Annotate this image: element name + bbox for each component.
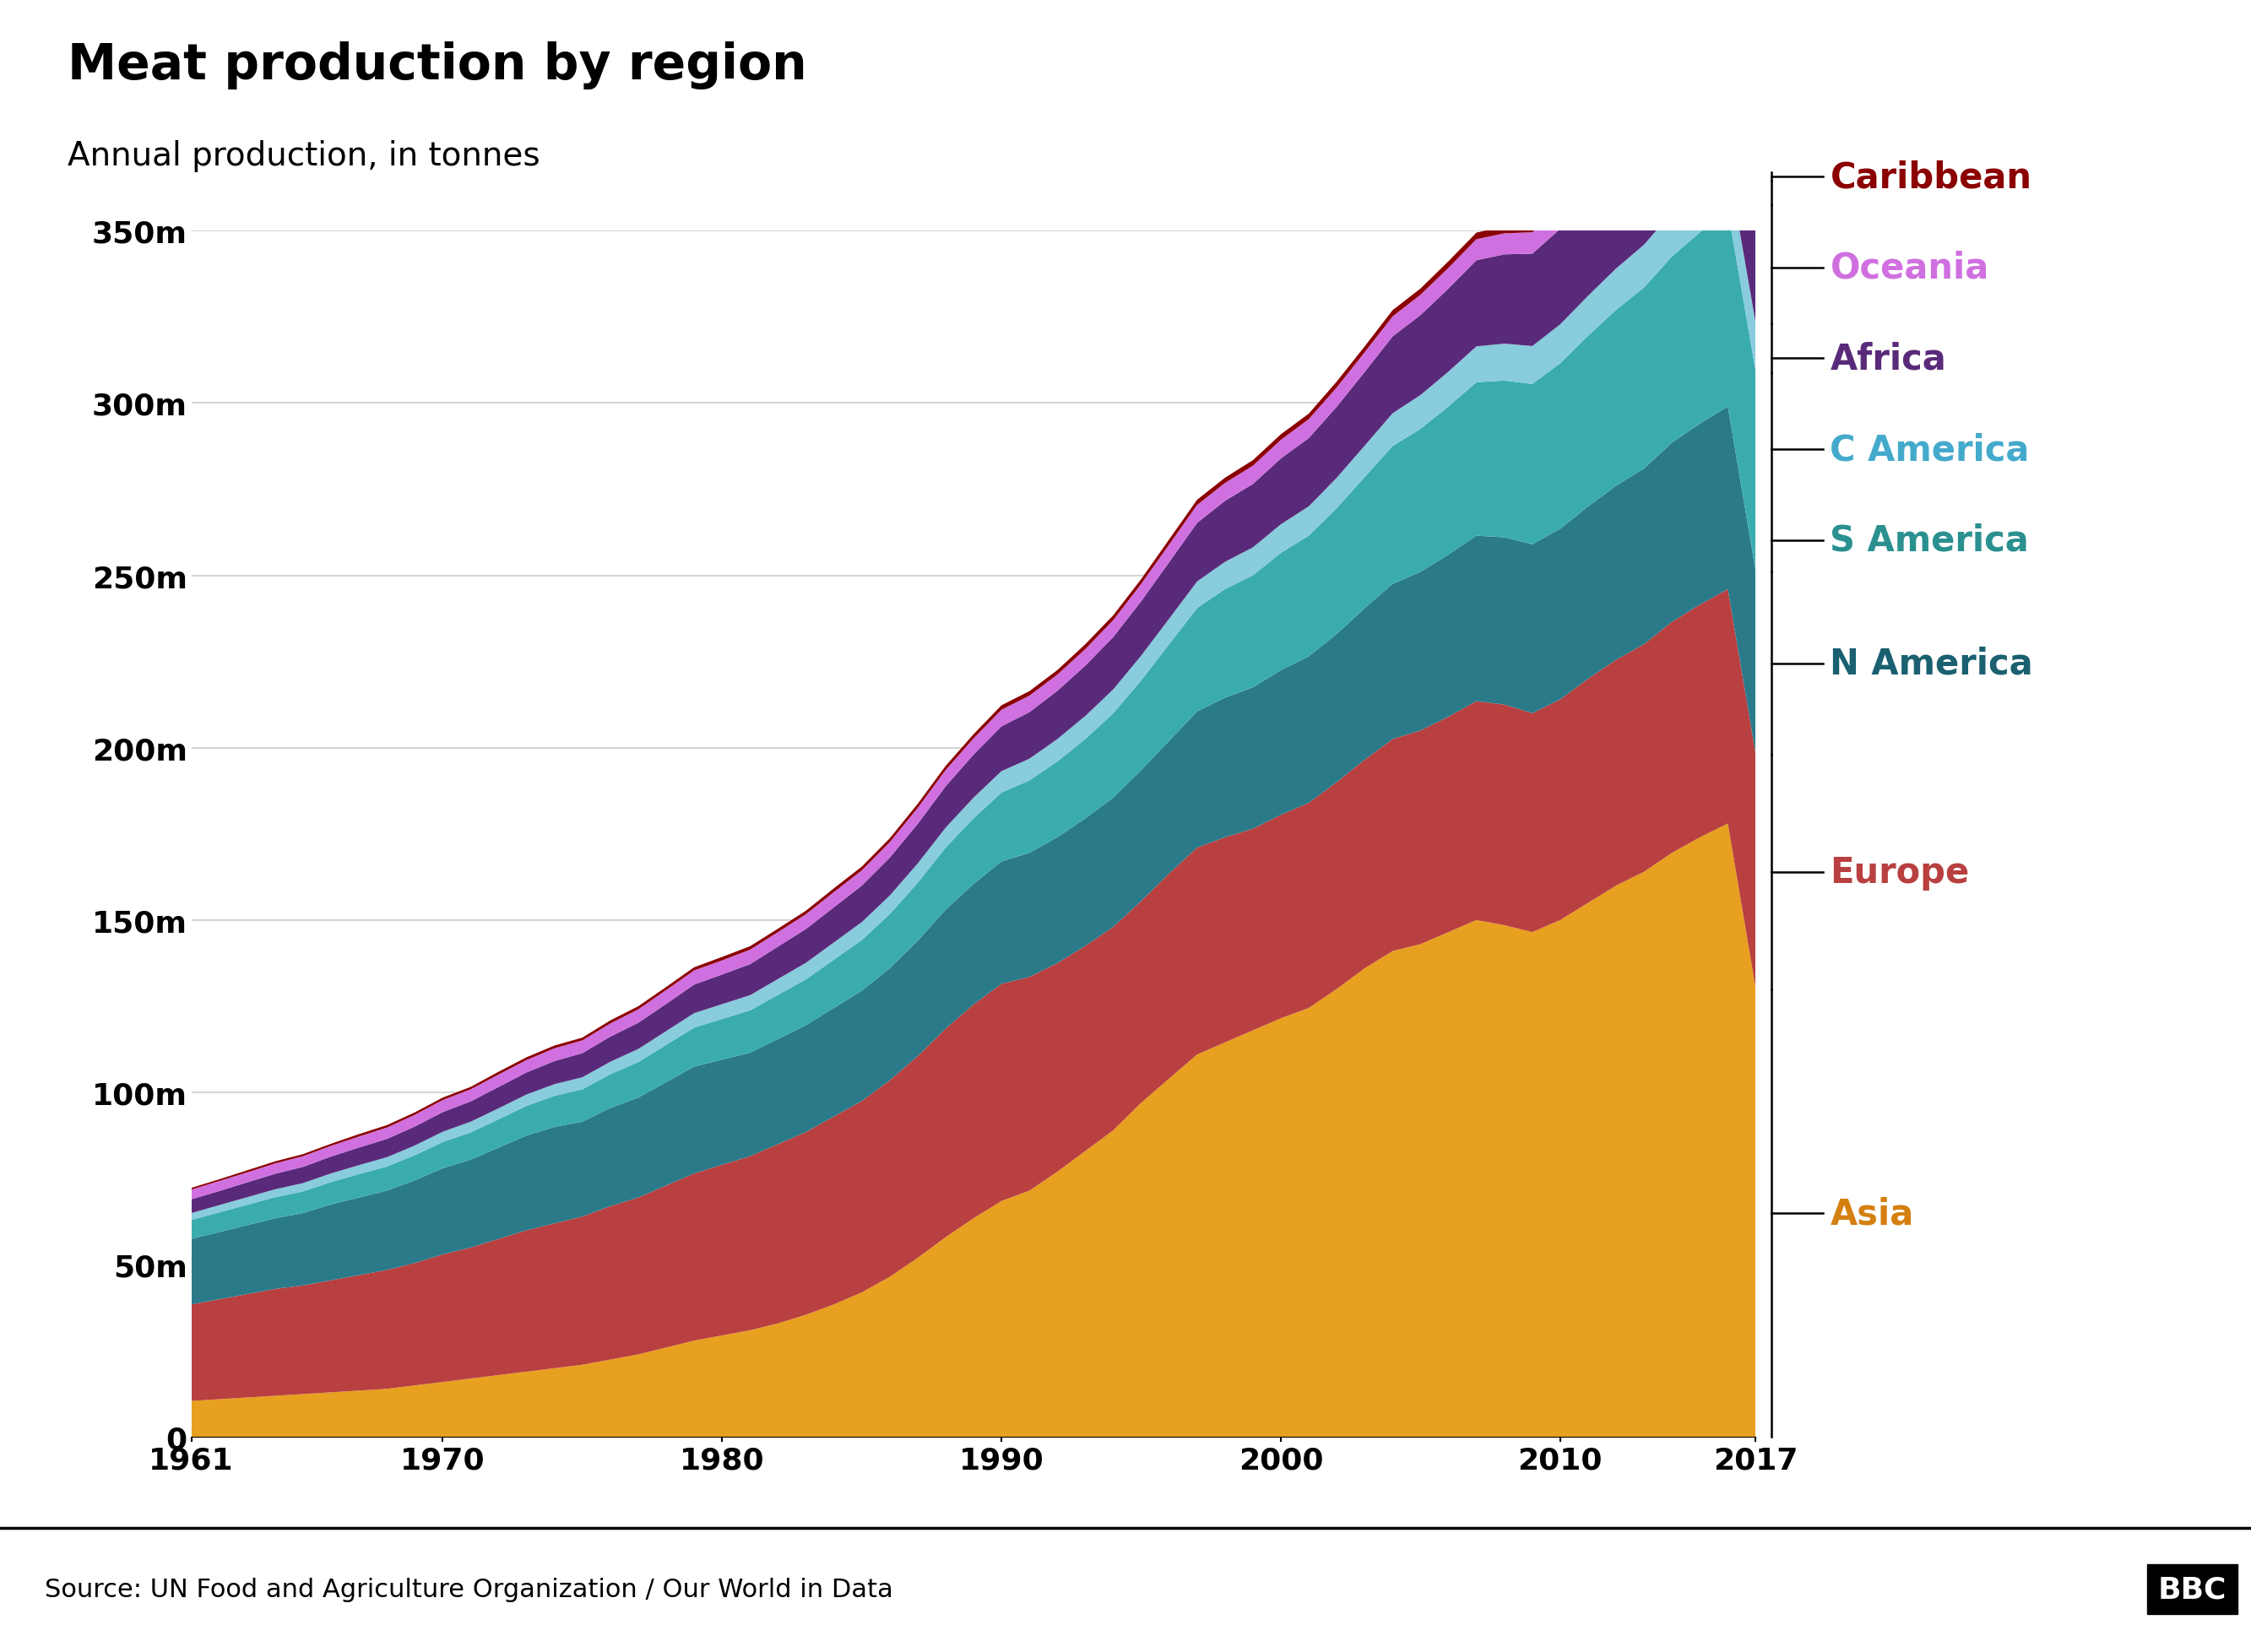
Text: N America: N America bbox=[1830, 646, 2033, 681]
Text: BBC: BBC bbox=[2159, 1574, 2226, 1604]
Text: Annual production, in tonnes: Annual production, in tonnes bbox=[68, 140, 540, 172]
Text: C America: C America bbox=[1830, 433, 2030, 468]
Text: Africa: Africa bbox=[1830, 342, 1947, 377]
Text: Asia: Asia bbox=[1830, 1196, 1913, 1231]
Text: Caribbean: Caribbean bbox=[1830, 160, 2033, 195]
Text: Europe: Europe bbox=[1830, 854, 1970, 890]
Text: S America: S America bbox=[1830, 524, 2028, 558]
Text: Meat production by region: Meat production by region bbox=[68, 41, 806, 89]
Text: Source: UN Food and Agriculture Organization / Our World in Data: Source: UN Food and Agriculture Organiza… bbox=[45, 1578, 894, 1601]
Text: Oceania: Oceania bbox=[1830, 251, 1990, 286]
